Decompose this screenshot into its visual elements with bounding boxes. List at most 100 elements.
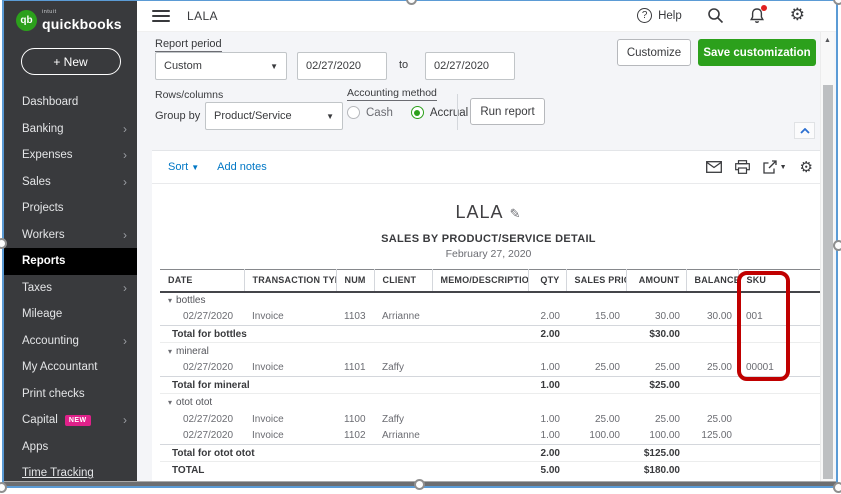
accrual-label[interactable]: Accrual bbox=[429, 106, 469, 119]
report-date-range: February 27, 2020 bbox=[445, 248, 532, 260]
settings-button[interactable]: ⚙ bbox=[790, 7, 805, 24]
save-customization-button[interactable]: Save customization bbox=[698, 39, 816, 66]
sort-dropdown[interactable]: Sort ▼ bbox=[168, 161, 199, 173]
sidebar-item-label: Apps bbox=[22, 440, 49, 453]
sidebar-item-label: Time Tracking bbox=[22, 467, 94, 480]
logo-prefix: intuit bbox=[42, 9, 57, 16]
cell-memo bbox=[432, 428, 528, 445]
empty-cell bbox=[686, 444, 738, 462]
column-header-qty: QTY bbox=[528, 269, 567, 293]
cell-date: 02/27/2020 bbox=[183, 430, 234, 442]
cell-sales-price: 25.00 bbox=[594, 413, 620, 425]
column-header-balance: BALANCE bbox=[686, 269, 739, 293]
to-label: to bbox=[399, 59, 409, 71]
sidebar-item-banking[interactable]: Banking › bbox=[4, 116, 137, 143]
sidebar-item-mileage[interactable]: Mileage bbox=[4, 301, 137, 328]
sidebar-item-apps[interactable]: Apps bbox=[4, 434, 137, 461]
date-from-input[interactable]: 02/27/2020 bbox=[297, 52, 387, 80]
total-qty-cell: 2.00 bbox=[528, 325, 566, 343]
sidebar-item-reports[interactable]: Reports bbox=[4, 248, 137, 275]
email-button[interactable] bbox=[705, 161, 722, 173]
column-header-amount: AMOUNT bbox=[626, 269, 687, 293]
cell-num: 1103 bbox=[344, 311, 366, 323]
selection-handle-top[interactable] bbox=[406, 0, 417, 5]
selection-handle-right[interactable] bbox=[833, 240, 841, 251]
topbar-title: LALA bbox=[187, 8, 218, 23]
cell-memo bbox=[432, 411, 528, 428]
cash-label[interactable]: Cash bbox=[366, 106, 393, 119]
cell-num: 1102 bbox=[344, 430, 366, 442]
quickbooks-logo[interactable]: qb intuit quickbooks bbox=[4, 0, 137, 31]
sidebar-item-dashboard[interactable]: Dashboard bbox=[4, 89, 137, 116]
group-row-bottles[interactable]: ▾ bottles bbox=[160, 292, 821, 309]
sidebar-item-my-accountant[interactable]: My Accountant bbox=[4, 354, 137, 381]
logo-text: intuit quickbooks bbox=[42, 10, 122, 31]
column-header-transaction-type: TRANSACTION TYPE bbox=[244, 269, 337, 293]
cell-sales-price: 25.00 bbox=[594, 362, 620, 374]
sidebar-item-time-tracking[interactable]: Time Tracking bbox=[4, 460, 137, 487]
vertical-scrollbar[interactable]: ▲ bbox=[820, 32, 834, 482]
empty-cell bbox=[738, 376, 821, 394]
cash-radio[interactable] bbox=[347, 106, 360, 119]
sidebar-item-sales[interactable]: Sales › bbox=[4, 169, 137, 196]
transaction-row[interactable]: 02/27/2020 Invoice 1100 Zaffy 1.00 25.00 25.00… bbox=[160, 411, 821, 428]
cell-sales-price: 15.00 bbox=[594, 311, 620, 323]
cell-client: Zaffy bbox=[382, 362, 405, 374]
search-button[interactable] bbox=[707, 7, 724, 24]
sidebar-item-label: Taxes bbox=[22, 281, 53, 294]
date-to-input[interactable]: 02/27/2020 bbox=[425, 52, 515, 80]
run-report-button[interactable]: Run report bbox=[470, 98, 545, 125]
sidebar-item-print-checks[interactable]: Print checks bbox=[4, 381, 137, 408]
sidebar-item-label: My Accountant bbox=[22, 361, 98, 374]
sidebar-item-capital[interactable]: Capital NEW › bbox=[4, 407, 137, 434]
column-header-sales-price: SALES PRICE bbox=[566, 269, 627, 293]
cell-sku bbox=[738, 411, 821, 428]
accounting-method-label: Accounting method bbox=[347, 87, 437, 101]
group-row-otot-otot[interactable]: ▾ otot otot bbox=[160, 394, 821, 411]
selection-handle-bottom-left[interactable] bbox=[0, 482, 7, 493]
report-subtitle: SALES BY PRODUCT/SERVICE DETAIL bbox=[381, 233, 596, 245]
selection-handle-bottom-right[interactable] bbox=[833, 482, 841, 493]
export-button[interactable]: ▼ bbox=[762, 160, 787, 174]
notifications-button[interactable] bbox=[749, 5, 767, 24]
total-for-mineral-row: Total for mineral 1.00 $25.00 bbox=[160, 376, 821, 394]
transaction-row[interactable]: 02/27/2020 Invoice 1103 Arrianne 2.00 15.00 30… bbox=[160, 309, 821, 326]
sidebar-item-taxes[interactable]: Taxes › bbox=[4, 275, 137, 302]
chevron-right-icon: › bbox=[123, 121, 127, 136]
collapse-panel-button[interactable] bbox=[794, 122, 815, 139]
print-button[interactable] bbox=[734, 160, 750, 174]
report-period-select[interactable]: Custom ▼ bbox=[155, 52, 287, 80]
scrollbar-thumb[interactable] bbox=[823, 85, 833, 479]
group-row-mineral[interactable]: ▾ mineral bbox=[160, 343, 821, 360]
total-for-bottles-row: Total for bottles 2.00 $30.00 bbox=[160, 325, 821, 343]
add-notes-link[interactable]: Add notes bbox=[217, 161, 267, 173]
sidebar-item-projects[interactable]: Projects bbox=[4, 195, 137, 222]
empty-cell bbox=[566, 325, 626, 343]
selection-handle-bottom[interactable] bbox=[414, 479, 425, 490]
empty-cell bbox=[566, 376, 626, 394]
hamburger-menu-icon[interactable] bbox=[152, 7, 170, 25]
edit-pencil-icon[interactable]: ✎ bbox=[509, 207, 522, 222]
help-button[interactable]: ? Help bbox=[637, 8, 682, 23]
group-by-select[interactable]: Product/Service ▼ bbox=[205, 102, 343, 130]
report-toolbar-icons: ▼ ⚙ bbox=[705, 159, 813, 175]
sidebar-item-expenses[interactable]: Expenses › bbox=[4, 142, 137, 169]
rows-columns-label: Rows/columns bbox=[155, 89, 224, 101]
report-settings-button[interactable]: ⚙ bbox=[800, 159, 813, 175]
sidebar-item-label: Accounting bbox=[22, 334, 79, 347]
empty-cell bbox=[738, 444, 821, 462]
group-label-cell: ▾ mineral bbox=[168, 345, 209, 357]
new-button[interactable]: + New bbox=[20, 48, 121, 75]
customize-button[interactable]: Customize bbox=[617, 39, 691, 66]
sidebar-item-workers[interactable]: Workers › bbox=[4, 222, 137, 249]
accrual-radio[interactable] bbox=[410, 106, 424, 119]
transaction-row[interactable]: 02/27/2020 Invoice 1101 Zaffy 1.00 25.00 25.00… bbox=[160, 360, 821, 377]
sidebar-item-accounting[interactable]: Accounting › bbox=[4, 328, 137, 355]
report-card: Sort ▼ Add notes ▼ ⚙ LALA ✎ SALES BY PROD… bbox=[152, 150, 825, 482]
chevron-right-icon: › bbox=[123, 148, 127, 163]
report-period-label: Report period bbox=[155, 38, 222, 52]
transaction-row[interactable]: 02/27/2020 Invoice 1102 Arrianne 1.00 100.00 1… bbox=[160, 428, 821, 445]
accounting-method-options: Cash Accrual bbox=[347, 106, 480, 119]
scroll-up-arrow-icon[interactable]: ▲ bbox=[824, 37, 831, 44]
